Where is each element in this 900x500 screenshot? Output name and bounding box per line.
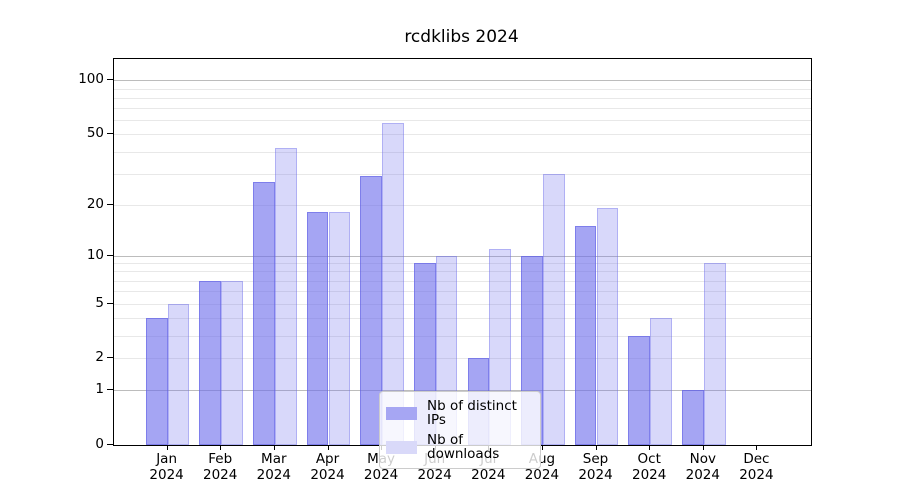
gridline-major bbox=[114, 255, 811, 257]
x-tick-mark bbox=[595, 445, 597, 450]
legend-item-downloads: Nb of downloads bbox=[386, 433, 534, 461]
bar-downloads bbox=[703, 263, 726, 445]
gridline-major bbox=[114, 390, 811, 392]
bar-distinct-ips bbox=[360, 176, 383, 445]
y-tick-label: 50 bbox=[86, 125, 104, 142]
x-tick-label: Nov 2024 bbox=[685, 451, 720, 483]
x-tick-mark bbox=[756, 445, 758, 450]
bar-distinct-ips bbox=[574, 226, 597, 445]
chart-title: rcdklibs 2024 bbox=[404, 27, 519, 47]
bar-downloads bbox=[167, 303, 190, 445]
y-tick-label: 10 bbox=[86, 246, 104, 263]
gridline-minor bbox=[114, 88, 811, 90]
gridline-minor bbox=[114, 204, 811, 206]
legend: Nb of distinct IPs Nb of downloads bbox=[379, 391, 541, 469]
gridline-major bbox=[114, 80, 811, 82]
x-tick-label: Mar 2024 bbox=[256, 451, 291, 483]
y-tick-label: 1 bbox=[95, 381, 104, 398]
y-tick-label: 20 bbox=[86, 195, 104, 212]
y-tick-mark bbox=[107, 302, 113, 304]
gridline-minor bbox=[114, 335, 811, 337]
bar-distinct-ips bbox=[199, 280, 222, 445]
legend-swatch-distinct-ips bbox=[386, 406, 417, 420]
gridline-minor bbox=[114, 120, 811, 122]
x-tick-mark bbox=[273, 445, 275, 450]
x-tick-label: Feb 2024 bbox=[203, 451, 238, 483]
gridline-minor bbox=[114, 280, 811, 282]
gridline-minor bbox=[114, 108, 811, 110]
x-tick-label: Apr 2024 bbox=[310, 451, 345, 483]
gridline-minor bbox=[114, 271, 811, 273]
bar-downloads bbox=[542, 173, 565, 445]
bar-distinct-ips bbox=[682, 390, 704, 445]
legend-swatch-downloads bbox=[386, 440, 417, 454]
gridline-minor bbox=[114, 303, 811, 305]
x-tick-mark bbox=[702, 445, 704, 450]
x-tick-label: Oct 2024 bbox=[632, 451, 667, 483]
y-tick-mark bbox=[107, 444, 113, 445]
bar-distinct-ips bbox=[306, 212, 329, 445]
legend-label-distinct-ips: Nb of distinct IPs bbox=[427, 398, 517, 428]
bar-downloads bbox=[650, 317, 672, 445]
legend-label-downloads: Nb of downloads bbox=[427, 432, 500, 462]
y-tick-mark bbox=[107, 133, 113, 135]
bar-downloads bbox=[596, 208, 619, 445]
gridline-minor bbox=[114, 151, 811, 153]
y-tick-label: 0 bbox=[95, 436, 104, 452]
gridline-minor bbox=[114, 97, 811, 99]
y-tick-mark bbox=[107, 357, 113, 359]
y-tick-mark bbox=[107, 254, 113, 256]
bar-distinct-ips bbox=[253, 181, 275, 445]
bar-distinct-ips bbox=[628, 335, 651, 445]
x-tick-mark bbox=[166, 445, 168, 450]
x-tick-label: Jan 2024 bbox=[149, 451, 184, 483]
x-tick-label: Dec 2024 bbox=[739, 451, 774, 483]
gridline-minor bbox=[114, 173, 811, 175]
bar-downloads bbox=[221, 280, 243, 445]
y-tick-label: 5 bbox=[95, 294, 104, 311]
bar-downloads bbox=[328, 212, 351, 445]
y-tick-mark bbox=[107, 203, 113, 205]
y-tick-label: 100 bbox=[78, 71, 104, 88]
y-tick-mark bbox=[107, 389, 113, 391]
gridline-minor bbox=[114, 134, 811, 136]
gridline-minor bbox=[114, 291, 811, 293]
x-tick-mark bbox=[541, 445, 543, 450]
x-tick-mark bbox=[649, 445, 651, 450]
bar-downloads bbox=[274, 147, 297, 445]
gridline-minor bbox=[114, 358, 811, 360]
gridline-minor bbox=[114, 317, 811, 319]
gridline-minor bbox=[114, 263, 811, 265]
x-tick-label: Sep 2024 bbox=[578, 451, 613, 483]
x-tick-mark bbox=[327, 445, 329, 450]
y-tick-mark bbox=[107, 79, 113, 81]
plot-area: Nb of distinct IPs Nb of downloads bbox=[113, 58, 812, 469]
x-tick-mark bbox=[220, 445, 222, 450]
legend-item-distinct-ips: Nb of distinct IPs bbox=[386, 399, 534, 427]
bar-distinct-ips bbox=[145, 317, 168, 445]
y-tick-label: 2 bbox=[95, 349, 104, 366]
